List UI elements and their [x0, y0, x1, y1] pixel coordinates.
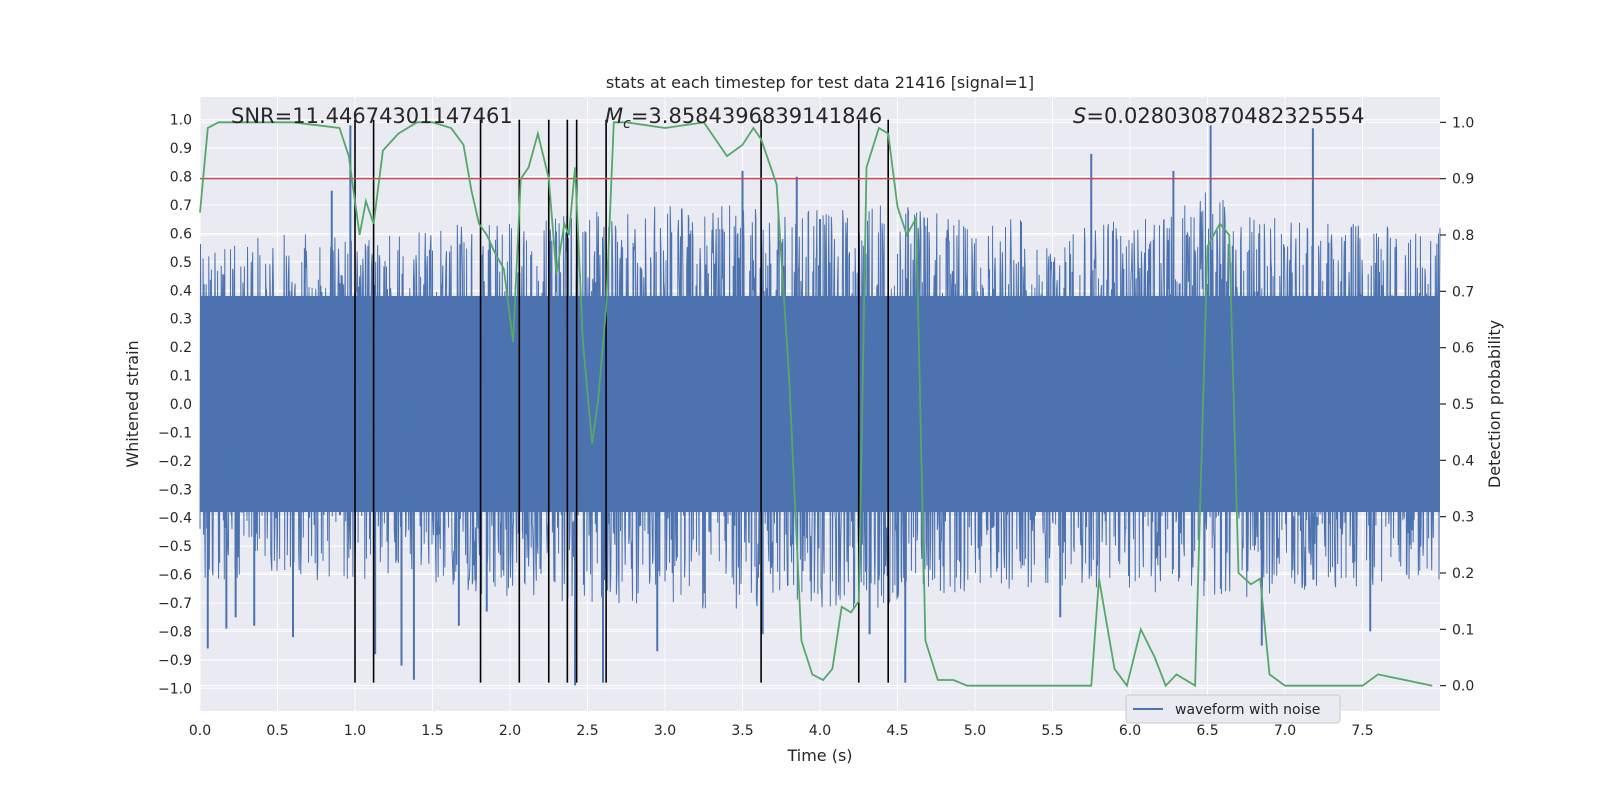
y-left-tick-label: 0.0: [170, 397, 192, 413]
x-tick-label: 2.0: [499, 723, 521, 739]
x-tick-label: 7.5: [1351, 723, 1373, 739]
mc-value: =3.8584396839141846: [631, 104, 882, 128]
y-left-tick-label: 1.0: [170, 113, 192, 129]
y-left-tick-label: 0.7: [170, 198, 192, 214]
y-left-tick-label: −0.8: [158, 624, 192, 640]
y-left-tick-label: −1.0: [158, 681, 192, 697]
y-right-axis-label: Detection probability: [1485, 320, 1504, 488]
y-right-ticks: 1.0 0.9 0.8 0.7 0.6 0.5 0.4 0.3 0.2 0.1 0.0: [1440, 115, 1474, 695]
y-right-tick-label: 0.5: [1452, 397, 1474, 413]
legend-box: [1125, 694, 1341, 724]
s-annotation: S=0.028030870482325554: [1073, 104, 1364, 128]
y-right-tick-label: 0.6: [1452, 341, 1474, 357]
y-right-tick-label: 0.1: [1452, 622, 1474, 638]
y-left-ticks: 1.0 0.9 0.8 0.7 0.6 0.5 0.4 0.3 0.2 0.1 0.0 −0.1 −0.…: [158, 113, 192, 698]
y-left-tick-label: 0.9: [170, 141, 192, 157]
y-left-tick-label: −0.6: [158, 568, 192, 584]
x-ticks: 0.0 0.5 1.0 1.5 2.0 2.5 3.0 3.5 4.0 4.5 5.0 5.5 6.0 6…: [189, 723, 1374, 739]
x-tick-label: 0.0: [189, 723, 211, 739]
x-tick-label: 5.0: [964, 723, 986, 739]
y-left-tick-label: −0.9: [158, 653, 192, 669]
x-tick-label: 4.0: [809, 723, 831, 739]
mc-symbol: M: [605, 104, 623, 128]
y-right-tick-label: 0.8: [1452, 228, 1474, 244]
x-tick-label: 5.5: [1041, 723, 1063, 739]
x-tick-label: 3.5: [731, 723, 753, 739]
mc-subscript: c: [623, 116, 631, 132]
y-right-tick-label: 0.4: [1452, 453, 1474, 469]
x-axis-label: Time (s): [786, 746, 852, 765]
y-right-tick-label: 1.0: [1452, 115, 1474, 131]
legend: waveform with noise: [1125, 694, 1341, 724]
snr-annotation: SNR=11.44674301147461: [231, 104, 513, 128]
chart-title: stats at each timestep for test data 214…: [606, 73, 1034, 92]
y-left-tick-label: 0.8: [170, 170, 192, 186]
x-tick-label: 7.0: [1274, 723, 1296, 739]
x-tick-label: 3.0: [654, 723, 676, 739]
x-tick-label: 1.5: [421, 723, 443, 739]
y-left-tick-label: −0.2: [158, 454, 192, 470]
x-tick-label: 4.5: [886, 723, 908, 739]
y-left-tick-label: −0.1: [158, 425, 192, 441]
waveform-trace: [199, 192, 1441, 609]
s-value: =0.028030870482325554: [1086, 104, 1364, 128]
y-right-tick-label: 0.3: [1452, 510, 1474, 526]
y-right-tick-label: 0.9: [1452, 172, 1474, 188]
y-left-axis-label: Whitened strain: [123, 340, 142, 467]
x-tick-label: 1.0: [344, 723, 366, 739]
s-symbol: S: [1073, 104, 1086, 128]
y-left-tick-label: 0.3: [170, 312, 192, 328]
x-tick-label: 0.5: [266, 723, 288, 739]
y-right-tick-label: 0.0: [1452, 679, 1474, 695]
y-left-tick-label: −0.3: [158, 482, 192, 498]
y-left-tick-label: −0.4: [158, 511, 192, 527]
y-left-tick-label: 0.2: [170, 340, 192, 356]
probability-line: [199, 121, 1433, 688]
x-tick-label: 2.5: [576, 723, 598, 739]
y-right-tick-label: 0.2: [1452, 566, 1474, 582]
x-tick-label: 6.5: [1196, 723, 1218, 739]
legend-label: waveform with noise: [1175, 702, 1320, 718]
y-left-tick-label: 0.5: [170, 255, 192, 271]
chirp-mass-annotation: Mc=3.8584396839141846: [605, 104, 882, 132]
y-left-tick-label: −0.7: [158, 596, 192, 612]
y-right-tick-label: 0.7: [1452, 284, 1474, 300]
y-left-tick-label: 0.6: [170, 226, 192, 242]
y-left-tick-label: −0.5: [158, 539, 192, 555]
x-tick-label: 6.0: [1119, 723, 1141, 739]
y-left-tick-label: 0.4: [170, 283, 192, 299]
y-left-tick-label: 0.1: [170, 369, 192, 385]
